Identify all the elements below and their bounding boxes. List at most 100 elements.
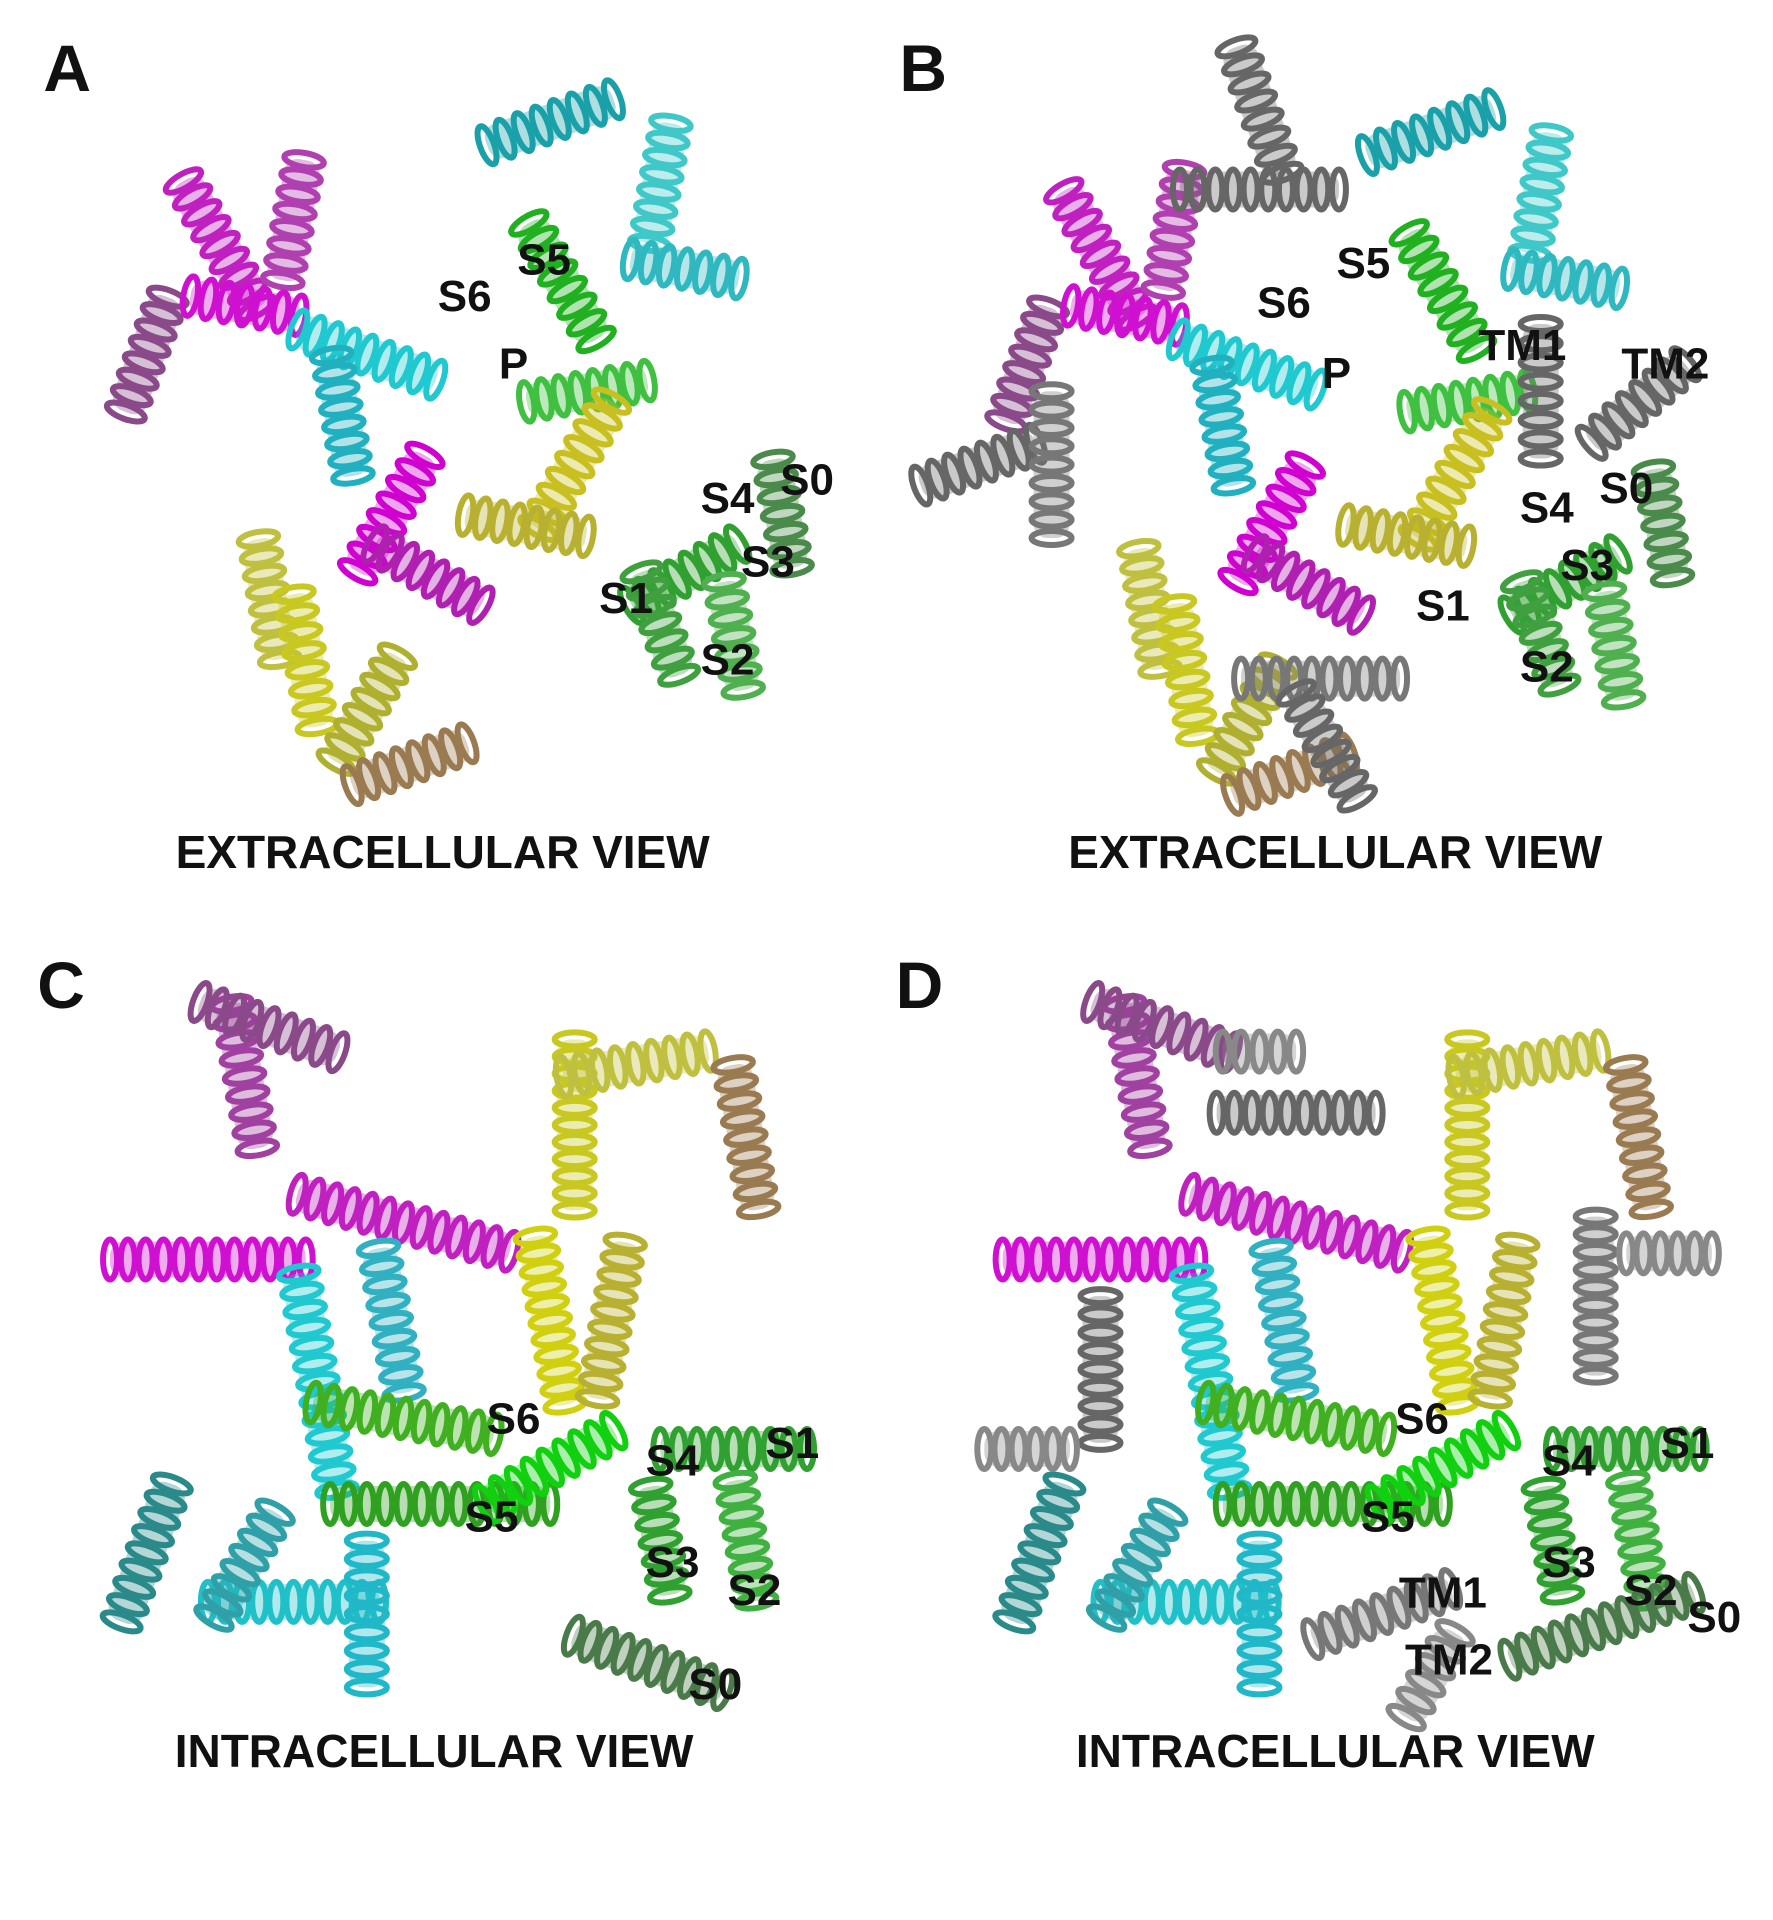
helix-turn — [1266, 1195, 1290, 1241]
helix-turn — [1631, 1589, 1657, 1634]
helix-label: TM2 — [1405, 1636, 1493, 1685]
helix-turn — [1028, 417, 1075, 438]
helix-turn — [1622, 1162, 1668, 1185]
helix-turn — [324, 430, 370, 453]
helix-turn — [1257, 1291, 1304, 1314]
helix-turn — [272, 200, 318, 223]
helix-turn — [1236, 766, 1262, 811]
helix-turn — [1220, 772, 1246, 817]
helix-turn — [1061, 207, 1103, 238]
helix-turn — [1251, 1255, 1298, 1278]
helix-turn — [285, 307, 311, 352]
helix — [1028, 381, 1075, 549]
helix-turn — [181, 198, 223, 228]
helix-turn — [1444, 1183, 1491, 1204]
helix — [508, 208, 617, 355]
helix-turn — [219, 1558, 261, 1588]
helix-turn — [1481, 87, 1507, 132]
helix-turn — [1231, 1186, 1255, 1231]
helix-turn — [710, 252, 732, 299]
helix-turn — [1132, 295, 1154, 342]
helix-turn — [392, 1395, 415, 1442]
helix-turn — [1416, 491, 1458, 521]
helix-turn — [1499, 1044, 1522, 1090]
helix-turn — [1444, 1029, 1491, 1050]
helix — [1467, 1231, 1541, 1410]
helix-turn — [957, 445, 983, 490]
helix-turn — [1608, 1486, 1654, 1509]
helix-turn — [551, 1437, 581, 1479]
helix-turn — [1099, 1236, 1120, 1283]
helix — [1572, 1206, 1619, 1386]
helix-turn — [727, 1555, 774, 1578]
helix-turn — [1444, 1166, 1491, 1187]
helix-turn — [1119, 555, 1165, 577]
helix-body — [660, 1430, 808, 1467]
helix-turn — [590, 1301, 636, 1323]
helix-turn — [1526, 1511, 1573, 1534]
helix-turn — [599, 1409, 629, 1452]
helix-turn — [1481, 1047, 1504, 1093]
helix-turn — [483, 1411, 505, 1458]
helix — [1043, 176, 1158, 333]
helix — [619, 559, 702, 688]
helix-turn — [1649, 566, 1696, 589]
helix-turn — [1017, 1540, 1062, 1566]
helix-turn — [1195, 388, 1241, 411]
helix-turn — [1609, 1090, 1655, 1112]
helix-turn — [245, 1512, 288, 1543]
helix-turn — [1171, 706, 1218, 729]
helix-turn — [629, 215, 676, 238]
helix-turn — [519, 1455, 550, 1498]
helix — [1178, 1171, 1414, 1274]
helix-turn — [1463, 93, 1489, 138]
helix — [1507, 122, 1575, 265]
helix — [1605, 1469, 1672, 1612]
helix — [1236, 1530, 1283, 1698]
helix-turn — [551, 1097, 598, 1118]
helix-turn — [707, 607, 754, 629]
helix-label: P — [499, 339, 528, 388]
helix-turn — [1231, 1480, 1252, 1527]
helix-turn — [639, 164, 685, 186]
helix-turn — [1270, 1364, 1317, 1386]
helix-turn — [466, 584, 496, 626]
helix-turn — [356, 523, 398, 554]
helix-turn — [109, 383, 154, 409]
helix-turn — [1063, 1236, 1084, 1283]
helix-label: S6 — [487, 1395, 541, 1444]
helix-turn — [1614, 1595, 1640, 1640]
helix-turn — [492, 116, 518, 161]
helix-turn — [360, 523, 390, 565]
helix-label: S3 — [1560, 541, 1614, 590]
helix-turn — [1138, 1512, 1180, 1543]
helix-turn — [489, 498, 511, 544]
helix-turn — [208, 245, 250, 276]
helix-turn — [721, 1521, 768, 1543]
helix-turn — [378, 1364, 424, 1386]
helix-turn — [472, 495, 494, 541]
helix-turn — [1444, 1149, 1491, 1170]
helix — [512, 1225, 588, 1416]
helix-turn — [291, 696, 337, 719]
helix-turn — [1614, 390, 1649, 429]
helix-turn — [1131, 998, 1157, 1043]
helix-body — [216, 1002, 273, 1150]
helix-turn — [1227, 70, 1272, 96]
helix-turn — [356, 1389, 379, 1435]
helix-turn — [550, 373, 572, 419]
helix-turn — [1222, 711, 1264, 742]
helix-turn — [1341, 1480, 1362, 1527]
helix-turn — [315, 379, 361, 401]
helix-turn — [1667, 1230, 1688, 1277]
helix-turn — [1200, 1023, 1226, 1068]
helix — [315, 641, 419, 777]
helix-turn — [1443, 443, 1485, 474]
helix-turn — [1426, 1343, 1472, 1366]
helix-turn — [992, 1609, 1037, 1635]
helix-turn — [1020, 310, 1064, 336]
helix-turn — [1351, 1598, 1377, 1643]
helix-turn — [577, 1619, 603, 1664]
helix-turn — [1455, 334, 1498, 364]
helix-turn — [1404, 514, 1426, 560]
